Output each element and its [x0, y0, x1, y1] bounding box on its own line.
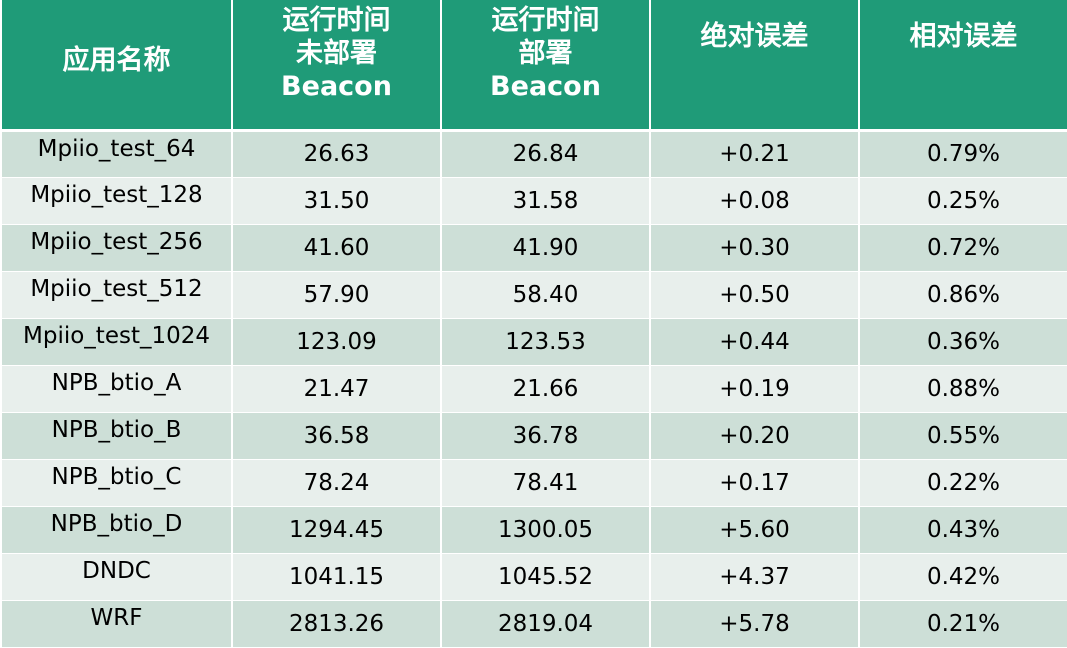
header-line: Beacon — [281, 71, 392, 102]
cell-runtime-without-beacon: 57.90 — [231, 271, 442, 319]
cell-runtime-without-beacon: 26.63 — [231, 130, 442, 178]
header-absolute-error: 绝对误差 — [649, 0, 860, 132]
header-app-name: 应用名称 — [0, 0, 233, 132]
header-line: 运行时间 — [282, 5, 391, 36]
cell-relative-error: 0.36% — [858, 318, 1067, 366]
cell-absolute-error: +0.20 — [649, 412, 860, 460]
cell-absolute-error: +5.78 — [649, 600, 860, 648]
header-line: 运行时间 — [491, 5, 600, 36]
cell-absolute-error: +0.19 — [649, 365, 860, 413]
cell-app-name: NPB_btio_B — [0, 412, 233, 460]
table-row: Mpiio_test_512 57.90 58.40 +0.50 0.86% — [0, 271, 1067, 319]
cell-runtime-with-beacon: 123.53 — [440, 318, 651, 366]
cell-absolute-error: +0.08 — [649, 177, 860, 225]
cell-absolute-error: +5.60 — [649, 506, 860, 554]
cell-runtime-with-beacon: 58.40 — [440, 271, 651, 319]
cell-runtime-with-beacon: 36.78 — [440, 412, 651, 460]
table-row: NPB_btio_B 36.58 36.78 +0.20 0.55% — [0, 412, 1067, 460]
cell-runtime-with-beacon: 31.58 — [440, 177, 651, 225]
cell-runtime-with-beacon: 1300.05 — [440, 506, 651, 554]
cell-relative-error: 0.86% — [858, 271, 1067, 319]
table-row: NPB_btio_C 78.24 78.41 +0.17 0.22% — [0, 459, 1067, 507]
cell-app-name: Mpiio_test_1024 — [0, 318, 233, 366]
cell-relative-error: 0.55% — [858, 412, 1067, 460]
table-row: NPB_btio_D 1294.45 1300.05 +5.60 0.43% — [0, 506, 1067, 554]
cell-runtime-with-beacon: 1045.52 — [440, 553, 651, 601]
cell-absolute-error: +0.50 — [649, 271, 860, 319]
header-app-name-text: 应用名称 — [62, 44, 171, 76]
header-absolute-error-text: 绝对误差 — [700, 21, 809, 52]
table-row: Mpiio_test_256 41.60 41.90 +0.30 0.72% — [0, 224, 1067, 272]
cell-relative-error: 0.22% — [858, 459, 1067, 507]
cell-app-name: DNDC — [0, 553, 233, 601]
cell-app-name: NPB_btio_D — [0, 506, 233, 554]
cell-runtime-without-beacon: 2813.26 — [231, 600, 442, 648]
cell-runtime-without-beacon: 41.60 — [231, 224, 442, 272]
table-row: Mpiio_test_1024 123.09 123.53 +0.44 0.36% — [0, 318, 1067, 366]
cell-relative-error: 0.25% — [858, 177, 1067, 225]
cell-absolute-error: +0.44 — [649, 318, 860, 366]
header-runtime-with-beacon: 运行时间 部署 Beacon — [440, 0, 651, 132]
cell-relative-error: 0.43% — [858, 506, 1067, 554]
cell-app-name: Mpiio_test_128 — [0, 177, 233, 225]
cell-runtime-without-beacon: 78.24 — [231, 459, 442, 507]
cell-runtime-without-beacon: 1294.45 — [231, 506, 442, 554]
cell-runtime-without-beacon: 1041.15 — [231, 553, 442, 601]
cell-runtime-without-beacon: 31.50 — [231, 177, 442, 225]
cell-runtime-with-beacon: 26.84 — [440, 130, 651, 178]
table-row: Mpiio_test_64 26.63 26.84 +0.21 0.79% — [0, 130, 1067, 178]
cell-relative-error: 0.21% — [858, 600, 1067, 648]
header-line: Beacon — [490, 71, 601, 102]
cell-app-name: Mpiio_test_512 — [0, 271, 233, 319]
table-row: NPB_btio_A 21.47 21.66 +0.19 0.88% — [0, 365, 1067, 413]
header-relative-error: 相对误差 — [858, 0, 1067, 132]
cell-app-name: Mpiio_test_64 — [0, 130, 233, 178]
cell-runtime-with-beacon: 21.66 — [440, 365, 651, 413]
table-body: Mpiio_test_64 26.63 26.84 +0.21 0.79% Mpiio_t… — [0, 130, 1067, 648]
table-row: WRF 2813.26 2819.04 +5.78 0.21% — [0, 600, 1067, 648]
cell-relative-error: 0.88% — [858, 365, 1067, 413]
table-row: DNDC 1041.15 1045.52 +4.37 0.42% — [0, 553, 1067, 601]
cell-runtime-with-beacon: 2819.04 — [440, 600, 651, 648]
cell-runtime-without-beacon: 36.58 — [231, 412, 442, 460]
cell-runtime-with-beacon: 78.41 — [440, 459, 651, 507]
header-runtime-without-beacon: 运行时间 未部署 Beacon — [231, 0, 442, 132]
header-row: 应用名称 运行时间 未部署 Beacon 运行时间 部署 Beacon 绝对误差… — [0, 0, 1067, 132]
cell-app-name: WRF — [0, 600, 233, 648]
cell-relative-error: 0.72% — [858, 224, 1067, 272]
cell-absolute-error: +0.17 — [649, 459, 860, 507]
header-relative-error-text: 相对误差 — [909, 21, 1018, 52]
cell-runtime-without-beacon: 123.09 — [231, 318, 442, 366]
cell-absolute-error: +0.21 — [649, 130, 860, 178]
cell-runtime-without-beacon: 21.47 — [231, 365, 442, 413]
cell-absolute-error: +0.30 — [649, 224, 860, 272]
cell-runtime-with-beacon: 41.90 — [440, 224, 651, 272]
cell-absolute-error: +4.37 — [649, 553, 860, 601]
cell-app-name: NPB_btio_A — [0, 365, 233, 413]
header-line: 部署 — [518, 38, 573, 69]
table-row: Mpiio_test_128 31.50 31.58 +0.08 0.25% — [0, 177, 1067, 225]
cell-relative-error: 0.42% — [858, 553, 1067, 601]
cell-app-name: Mpiio_test_256 — [0, 224, 233, 272]
cell-relative-error: 0.79% — [858, 130, 1067, 178]
header-line: 未部署 — [296, 38, 377, 69]
cell-app-name: NPB_btio_C — [0, 459, 233, 507]
